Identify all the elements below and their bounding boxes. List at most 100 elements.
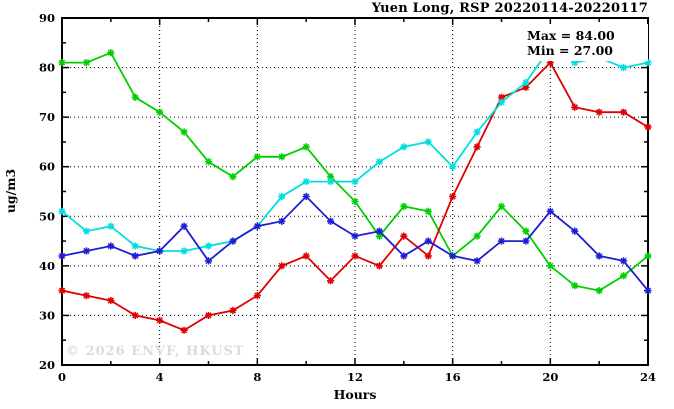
marker-cyan — [497, 98, 506, 106]
watermark: © 2026 ENVF, HKUST — [66, 344, 245, 359]
marker-red — [449, 192, 457, 201]
x-tick-label: 16 — [445, 370, 461, 384]
series-green — [58, 49, 652, 295]
marker-red — [82, 292, 91, 300]
x-axis-label: Hours — [334, 387, 377, 402]
marker-blue — [326, 217, 335, 225]
series-blue — [58, 192, 652, 295]
marker-red — [522, 83, 530, 91]
marker-blue — [351, 232, 359, 240]
marker-cyan — [58, 207, 66, 215]
marker-green — [473, 232, 481, 240]
y-tick-label: 50 — [39, 209, 55, 223]
y-tick-label: 70 — [39, 110, 55, 124]
marker-cyan — [424, 138, 432, 146]
marker-blue — [473, 257, 481, 265]
marker-green — [131, 93, 139, 101]
marker-red — [546, 59, 554, 67]
marker-cyan — [473, 128, 481, 136]
marker-blue — [253, 222, 261, 230]
marker-red — [302, 252, 310, 260]
legend-box — [514, 24, 648, 61]
marker-red — [58, 287, 66, 295]
marker-cyan — [522, 78, 530, 87]
marker-green — [351, 197, 359, 206]
marker-red — [326, 277, 335, 285]
marker-red — [375, 262, 384, 270]
marker-blue — [82, 247, 91, 255]
marker-red — [644, 123, 652, 131]
marker-green — [302, 143, 310, 151]
marker-red — [595, 108, 603, 116]
marker-red — [400, 232, 408, 240]
marker-red — [351, 252, 359, 260]
marker-blue — [522, 237, 530, 245]
marker-blue — [156, 247, 164, 255]
marker-green — [424, 207, 432, 215]
marker-green — [253, 153, 261, 161]
x-tick-label: 8 — [253, 370, 261, 384]
marker-cyan — [619, 63, 628, 72]
y-tick-label: 40 — [39, 259, 55, 273]
marker-green — [571, 282, 579, 290]
y-tick-label: 30 — [39, 308, 55, 322]
marker-blue — [204, 257, 213, 265]
marker-cyan — [107, 222, 115, 230]
marker-blue — [400, 252, 408, 260]
gridlines — [62, 18, 648, 365]
marker-blue — [302, 192, 310, 201]
marker-red — [204, 311, 213, 320]
marker-red — [497, 93, 506, 101]
marker-green — [522, 227, 530, 235]
marker-cyan — [278, 192, 286, 201]
marker-blue — [644, 287, 652, 295]
marker-red — [131, 311, 139, 320]
series-cyan — [58, 44, 652, 255]
marker-green — [180, 128, 188, 136]
series-red — [58, 59, 652, 334]
marker-blue — [131, 252, 139, 260]
marker-blue — [571, 227, 579, 235]
marker-green — [400, 202, 408, 210]
marker-green — [595, 287, 603, 295]
marker-green — [375, 232, 384, 240]
marker-green — [326, 173, 335, 181]
legend-min-value: Min = 27.00 — [527, 43, 613, 58]
y-axis-label: ug/m3 — [3, 169, 18, 213]
marker-red — [253, 292, 261, 300]
marker-green — [107, 49, 115, 57]
marker-red — [473, 143, 481, 151]
marker-cyan — [131, 242, 139, 250]
y-tick-label: 90 — [39, 11, 55, 25]
x-tick-label: 0 — [58, 370, 66, 384]
marker-blue — [278, 217, 286, 225]
marker-red — [229, 306, 237, 315]
marker-cyan — [82, 227, 91, 235]
x-tick-label: 24 — [640, 370, 656, 384]
marker-cyan — [326, 177, 335, 186]
y-tick-label: 20 — [39, 358, 55, 372]
marker-cyan — [449, 163, 457, 171]
marker-green — [82, 59, 91, 67]
marker-green — [204, 158, 213, 166]
marker-red — [278, 262, 286, 270]
marker-blue — [58, 252, 66, 260]
x-tick-label: 12 — [347, 370, 363, 384]
marker-cyan — [375, 158, 384, 166]
marker-blue — [449, 252, 457, 260]
marker-red — [107, 296, 115, 305]
marker-green — [156, 108, 164, 116]
marker-cyan — [571, 59, 579, 67]
marker-cyan — [644, 59, 652, 67]
marker-cyan — [351, 177, 359, 186]
x-tick-label: 20 — [542, 370, 558, 384]
marker-green — [546, 262, 554, 270]
marker-blue — [180, 222, 188, 230]
marker-green — [619, 272, 628, 280]
y-tick-label: 60 — [39, 160, 55, 174]
marker-blue — [497, 237, 506, 245]
plot-layers: 0 4 8 12 16 20 24 20 30 40 50 60 70 80 90 — [39, 11, 656, 384]
marker-green — [278, 153, 286, 161]
